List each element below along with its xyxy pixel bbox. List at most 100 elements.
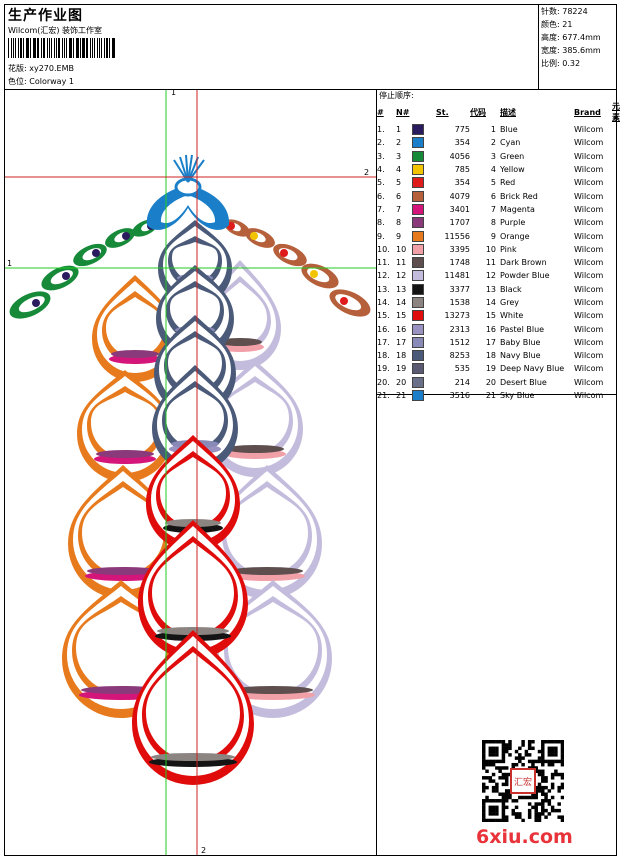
wing-eye: [280, 249, 288, 257]
row-stitches: 2313: [449, 324, 470, 334]
feather-inner-white: [152, 542, 234, 634]
row-code: 7: [490, 204, 496, 214]
row-needle: 2: [396, 138, 402, 148]
feather-inner-white: [221, 382, 289, 452]
row-element: [612, 189, 620, 202]
table-row: 6. 6 4079 6 Brick Red Wilcom: [377, 189, 620, 202]
wing-eye: [62, 272, 70, 280]
row-stitches: 3377: [449, 284, 470, 294]
row-code: 6: [490, 191, 496, 201]
row-element: [612, 322, 620, 335]
row-code: 8: [490, 218, 496, 228]
row-description: Black: [500, 284, 522, 294]
color-swatch: [412, 150, 424, 162]
row-needle: 5: [396, 178, 402, 188]
crown-plume: [187, 159, 205, 183]
row-description: Powder Blue: [500, 271, 550, 281]
row-element: [612, 362, 620, 375]
row-brand: Wilcom: [574, 231, 604, 241]
row-swatch: [412, 216, 436, 229]
row-brand: Wilcom: [574, 311, 604, 321]
row-brand: Wilcom: [574, 244, 604, 254]
color-swatch: [412, 257, 424, 269]
wing-eye: [32, 299, 40, 307]
crown-white: [160, 195, 216, 224]
color-swatch: [412, 217, 424, 229]
feather-eye-center: [96, 450, 154, 458]
color-swatch: [412, 310, 424, 322]
row-stitches: 3401: [449, 204, 470, 214]
row-index: 10.: [377, 244, 390, 254]
row-brand: Wilcom: [574, 151, 604, 161]
row-brand: Wilcom: [574, 324, 604, 334]
row-brand: Wilcom: [574, 178, 604, 188]
table-row: 1. 1 775 1 Blue Wilcom: [377, 123, 620, 136]
row-index: 9.: [377, 231, 385, 241]
row-swatch: [412, 269, 436, 282]
color-count: 颜色: 21: [541, 20, 573, 29]
row-element: [612, 203, 620, 216]
feather-eye-center: [87, 567, 159, 575]
row-index: 3.: [377, 151, 385, 161]
row-needle: 10: [396, 244, 407, 254]
table-row: 20. 20 214 20 Desert Blue Wilcom: [377, 376, 620, 389]
row-needle: 11: [396, 258, 407, 268]
color-swatch: [412, 390, 424, 402]
color-swatch: [412, 283, 424, 295]
row-description: Orange: [500, 231, 530, 241]
row-code: 3: [490, 151, 496, 161]
row-index: 13.: [377, 284, 390, 294]
row-needle: 9: [396, 231, 402, 241]
row-needle: 17: [396, 337, 407, 347]
color-swatch: [412, 177, 424, 189]
guide-label-v-bottom: 2: [201, 846, 207, 855]
row-code: 17: [485, 337, 496, 347]
row-needle: 3: [396, 151, 402, 161]
row-stitches: 354: [454, 138, 470, 148]
color-swatch: [412, 137, 424, 149]
page-frame: [4, 4, 617, 856]
row-element: [612, 256, 620, 269]
row-brand: Wilcom: [574, 298, 604, 307]
row-swatch: [412, 176, 436, 189]
row-swatch: [412, 322, 436, 335]
color-swatch: [412, 270, 424, 282]
color-swatch: [412, 124, 424, 136]
table-row: 9. 9 11556 9 Orange Wilcom: [377, 229, 620, 242]
row-index: 18.: [377, 351, 390, 361]
row-element: [612, 376, 620, 389]
feather-eye-center: [233, 686, 313, 694]
row-code: 5: [490, 178, 496, 188]
row-description: Yellow: [500, 165, 525, 175]
header-code: 代码: [470, 107, 486, 117]
seal-text: 汇宏: [514, 776, 532, 788]
table-row: 17. 17 1512 17 Baby Blue Wilcom: [377, 336, 620, 349]
row-swatch: [412, 349, 436, 362]
row-stitches: 214: [454, 377, 470, 387]
row-stitches: 11481: [444, 271, 470, 281]
row-stitches: 1512: [449, 337, 470, 347]
table-row: 2. 2 354 2 Cyan Wilcom: [377, 136, 620, 149]
color-swatch: [412, 203, 424, 215]
row-stitches: 785: [454, 165, 470, 175]
feather-inner-white: [226, 487, 308, 574]
row-stitches: 1748: [449, 258, 470, 268]
row-needle: 6: [396, 191, 402, 201]
row-brand: Wilcom: [574, 351, 604, 361]
row-brand: Wilcom: [574, 377, 604, 387]
header-brand: Brand: [574, 107, 601, 117]
header-swatch: [412, 101, 436, 123]
color-swatch: [412, 230, 424, 242]
row-element: [612, 336, 620, 349]
row-stitches: 354: [454, 178, 470, 188]
row-index: 11.: [377, 258, 390, 268]
header-index: #: [377, 107, 384, 117]
row-stitches: 535: [454, 364, 470, 374]
row-description: Deep Navy Blue: [500, 364, 565, 374]
row-brand: Wilcom: [574, 284, 604, 294]
color-swatch: [412, 190, 424, 202]
row-swatch: [412, 136, 436, 149]
header-description: 描述: [500, 107, 516, 117]
barcode: [8, 38, 116, 58]
row-element: [612, 163, 620, 176]
